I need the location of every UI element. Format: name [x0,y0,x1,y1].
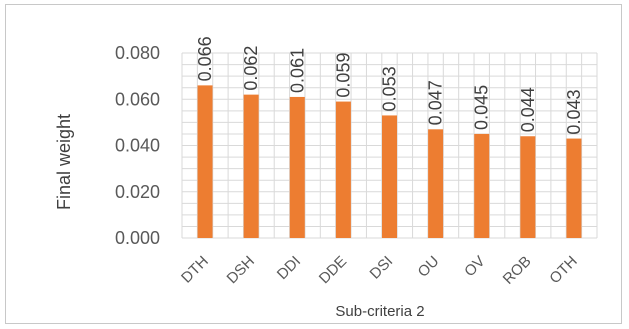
y-tick-label: 0.060 [115,89,160,109]
y-tick-label: 0.000 [115,228,160,248]
data-label: 0.059 [333,53,353,98]
x-tick-label: DTH [178,253,212,287]
data-label: 0.047 [426,80,446,125]
y-tick-label: 0.040 [115,136,160,156]
bars [197,85,582,238]
y-tick-label: 0.080 [115,43,160,63]
bar-dth [197,85,213,238]
x-tick-label: DSI [367,253,397,283]
bar-dsi [382,115,397,238]
bar-ou [428,129,444,238]
x-tick-label: OU [415,253,443,281]
data-labels: 0.066 0.062 0.061 0.059 0.053 0.047 0.045 0.044… [195,36,584,134]
y-axis-title: Final weight [54,114,74,210]
data-label: 0.062 [241,46,261,91]
x-tick-label: OV [461,253,488,280]
y-tick-labels: 0.000 0.020 0.040 0.060 0.080 [115,43,160,248]
data-label: 0.045 [472,85,492,130]
data-label: 0.043 [564,90,584,135]
data-label: 0.061 [287,48,307,93]
x-tick-label: DDE [316,253,350,287]
bar-dsh [243,94,259,238]
bar-oth [566,138,582,238]
data-label: 0.044 [518,87,538,132]
bar-rob [520,136,536,238]
data-label: 0.053 [380,66,400,111]
x-tick-label: DSH [224,253,258,287]
x-tick-label: ROB [500,253,535,288]
x-tick-label: DDI [274,253,304,283]
x-axis-title: Sub-criteria 2 [335,303,424,320]
y-tick-label: 0.020 [115,182,160,202]
x-tick-label: OTH [546,253,580,287]
chart-frame [5,4,622,324]
bar-dde [335,101,351,238]
bar-ov [474,133,490,238]
data-label: 0.066 [195,36,215,81]
bar-ddi [289,96,305,238]
x-category-labels: DTH DSH DDI DDE DSI OU OV ROB OTH [178,253,581,288]
